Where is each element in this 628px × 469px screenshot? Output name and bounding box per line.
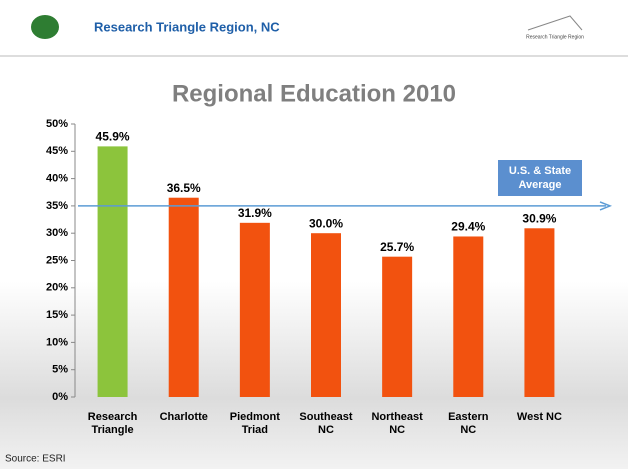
bar	[311, 233, 341, 397]
y-tick-label: 10%	[46, 336, 68, 348]
x-tick-label: Eastern NC	[448, 411, 489, 436]
value-label: 25.7%	[380, 240, 414, 254]
bar	[168, 197, 199, 397]
value-label: 29.4%	[451, 220, 485, 234]
chart-title: Regional Education 2010	[172, 80, 456, 107]
value-label: 30.0%	[309, 216, 343, 230]
value-label: 30.9%	[522, 211, 556, 225]
y-tick-label: 20%	[46, 282, 68, 294]
y-tick-label: 15%	[46, 309, 68, 321]
y-tick-label: 5%	[52, 364, 68, 376]
x-tick-label: West NC	[516, 411, 562, 423]
y-tick-label: 0%	[52, 391, 68, 403]
y-tick-label: 50%	[46, 118, 68, 130]
header-band	[0, 0, 628, 56]
bar	[453, 236, 484, 397]
y-tick-label: 35%	[46, 200, 68, 212]
bar	[97, 146, 128, 397]
y-tick-label: 25%	[46, 254, 68, 266]
x-tick-label: Research Triangle	[87, 411, 138, 436]
value-label: 36.5%	[167, 181, 201, 195]
header-title: Research Triangle Region, NC	[94, 19, 280, 34]
reference-arrow	[599, 201, 613, 211]
value-label: 31.9%	[238, 206, 272, 220]
header-icon	[31, 15, 59, 39]
x-tick-label: Charlotte	[159, 411, 208, 423]
logo-text: Research Triangle Region	[526, 34, 584, 40]
bar	[239, 222, 270, 397]
logo-mark	[527, 15, 583, 31]
x-tick-label: Northeast NC	[371, 411, 423, 436]
x-tick-label: Southeast NC	[299, 411, 353, 436]
value-label: 45.9%	[96, 130, 130, 144]
annotation-text: U.S. & State Average	[508, 165, 572, 191]
bar	[382, 256, 413, 397]
y-tick-label: 30%	[46, 227, 68, 239]
source: Source: ESRI	[5, 454, 66, 465]
y-tick-label: 45%	[46, 145, 68, 157]
annotation-box	[498, 160, 582, 196]
x-tick-label: Piedmont Triad	[229, 411, 280, 436]
y-tick-label: 40%	[46, 173, 68, 185]
bar	[524, 228, 555, 397]
